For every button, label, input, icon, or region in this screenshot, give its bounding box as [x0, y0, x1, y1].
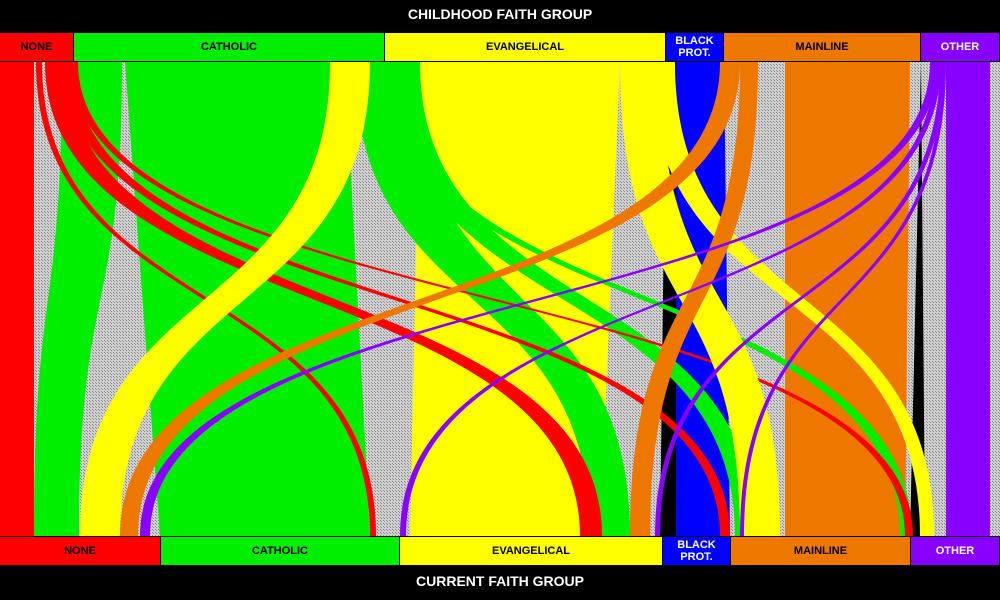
other-to-mainline-flow — [740, 62, 946, 536]
catholic-to-mainline-flow — [390, 62, 755, 536]
current-evangelical-label: EVANGELICAL — [400, 537, 663, 565]
mainline-to-mainline-flow — [785, 62, 910, 536]
childhood-mainline-label: MAINLINE — [724, 33, 921, 61]
evangelical-to-other-flow — [650, 62, 934, 536]
none-to-mainline-flow — [62, 62, 730, 536]
current-faith-group-title: CURRENT FAITH GROUP — [416, 573, 584, 589]
catholic-to-other-flow — [380, 62, 912, 536]
childhood-evangelical-label: EVANGELICAL — [385, 33, 666, 61]
mainline-to-none-flow — [120, 62, 740, 536]
none-to-evangelical-flow — [45, 62, 602, 536]
other-to-none-flow — [140, 62, 938, 536]
faith-switching-flow-diagram — [0, 62, 1000, 536]
childhood-category-bar: NONE CATHOLIC EVANGELICAL BLACK PROT. MA… — [0, 33, 1000, 61]
current-catholic-label: CATHOLIC — [161, 537, 400, 565]
childhood-faith-group-title: CHILDHOOD FAITH GROUP — [407, 6, 593, 22]
childhood-other-label: OTHER — [921, 33, 1000, 61]
other-to-evangelical-flow — [400, 62, 941, 536]
current-mainline-label: MAINLINE — [731, 537, 911, 565]
none-to-other-flow — [70, 62, 913, 536]
evangelical-to-none-flow — [80, 62, 370, 536]
current-other-label: OTHER — [911, 537, 1000, 565]
other-to-other-flow — [946, 62, 990, 536]
other-to-black-flow — [655, 62, 945, 536]
childhood-catholic-label: CATHOLIC — [74, 33, 385, 61]
none-to-none-flow — [0, 62, 34, 536]
current-none-label: NONE — [0, 537, 161, 565]
current-black-prot-label: BLACK PROT. — [663, 537, 731, 565]
childhood-none-label: NONE — [0, 33, 74, 61]
current-category-bar: NONE CATHOLIC EVANGELICAL BLACK PROT. MA… — [0, 537, 1000, 565]
mainline-to-evangelical-flow — [630, 62, 758, 536]
childhood-black-prot-label: BLACK PROT. — [666, 33, 724, 61]
